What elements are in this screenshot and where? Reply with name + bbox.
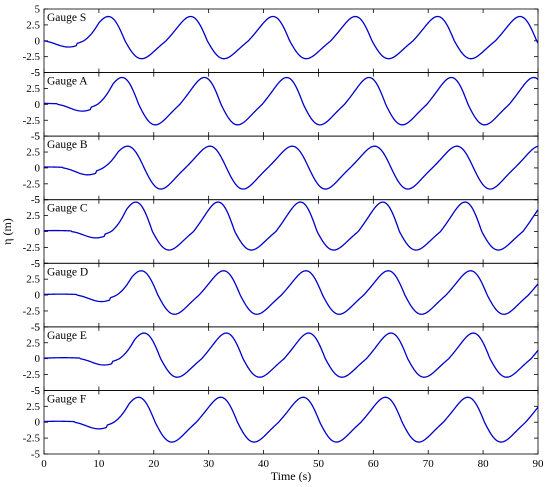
y-tick-label: 0	[35, 290, 41, 302]
x-axis: 0 10 20 30 40 50 60 70 80 90	[41, 458, 544, 470]
x-tick-label: 30	[203, 458, 215, 470]
gauge-label: Gauge C	[47, 203, 88, 215]
y-tick-label: 2.5	[26, 401, 40, 413]
gauge-label: Gauge S	[47, 12, 86, 24]
gauge-panel: -5 -2.5 0 2.5 5 Gauge E	[23, 321, 539, 397]
series-line	[43, 145, 539, 190]
y-tick-label: 5	[35, 67, 41, 79]
panel-frame	[43, 262, 539, 328]
y-tick-label: -5	[31, 385, 41, 397]
x-tick-label: 80	[478, 458, 490, 470]
y-tick-label: -2.5	[23, 242, 41, 254]
y-tick-label: 0	[35, 226, 41, 238]
panel-frame	[43, 8, 539, 73]
gauge-label: Gauge D	[47, 266, 88, 278]
x-tick-label: 0	[41, 458, 47, 470]
y-tick-label: 2.5	[26, 274, 40, 286]
y-tick-label: 5	[35, 321, 41, 333]
panels-group: -5 -2.5 0 2.5 5 Gauge S -5 -2.5 0 2.5 5 Gauge A -5 -2…	[23, 4, 539, 461]
series-line	[43, 76, 539, 126]
gauge-panel: -5 -2.5 0 2.5 5 Gauge B	[23, 131, 539, 206]
y-tick-label: 5	[35, 258, 41, 270]
panel-frame	[43, 72, 539, 137]
gauge-label: Gauge A	[47, 76, 88, 88]
y-axis-title: η (m)	[0, 218, 14, 245]
x-tick-label: 50	[313, 458, 325, 470]
x-tick-label: 90	[533, 458, 545, 470]
y-tick-label: -5	[31, 194, 41, 206]
x-tick-label: 60	[368, 458, 380, 470]
y-tick-label: -2.5	[23, 178, 41, 190]
y-tick-label: -2.5	[23, 433, 41, 445]
series-line	[43, 201, 539, 251]
y-tick-label: 5	[35, 131, 41, 143]
y-tick-label: 0	[35, 353, 41, 365]
x-tick-label: 40	[258, 458, 270, 470]
gauge-panel: -5 -2.5 0 2.5 5 Gauge C	[23, 194, 539, 270]
y-tick-label: 0	[35, 35, 41, 47]
y-tick-label: 5	[35, 385, 41, 397]
y-tick-label: 5	[35, 4, 41, 16]
y-tick-label: 2.5	[26, 337, 40, 349]
series-line	[43, 270, 539, 315]
panel-frame	[43, 390, 539, 455]
gauge-panel: -5 -2.5 0 2.5 5 Gauge D	[23, 258, 539, 333]
y-tick-label: 0	[35, 417, 41, 429]
y-tick-label: 2.5	[26, 19, 40, 31]
gauge-panel: -5 -2.5 0 2.5 5 Gauge F	[23, 385, 539, 461]
y-tick-label: -5	[31, 449, 41, 461]
y-tick-label: -2.5	[23, 51, 41, 63]
y-tick-label: -2.5	[23, 115, 41, 127]
x-tick-label: 70	[423, 458, 435, 470]
y-tick-label: 2.5	[26, 83, 40, 95]
y-tick-label: -5	[31, 258, 41, 270]
gauge-panel: -5 -2.5 0 2.5 5 Gauge S	[23, 4, 539, 79]
y-tick-label: -5	[31, 67, 41, 79]
series-line	[43, 15, 539, 60]
gauge-label: Gauge B	[47, 139, 88, 151]
y-tick-label: 2.5	[26, 210, 40, 222]
series-line	[43, 332, 539, 378]
gauge-label: Gauge E	[47, 330, 87, 342]
y-tick-label: -5	[31, 321, 41, 333]
x-tick-label: 20	[148, 458, 160, 470]
y-tick-label: -2.5	[23, 369, 41, 381]
gauge-panel: -5 -2.5 0 2.5 5 Gauge A	[23, 67, 539, 143]
y-tick-label: -5	[31, 131, 41, 143]
y-tick-label: 5	[35, 194, 41, 206]
y-tick-label: 2.5	[26, 147, 40, 159]
y-tick-label: 0	[35, 99, 41, 111]
y-tick-label: -2.5	[23, 305, 41, 317]
y-tick-label: 0	[35, 162, 41, 174]
x-axis-title: Time (s)	[271, 469, 312, 482]
x-tick-label: 10	[93, 458, 105, 470]
series-line	[43, 396, 539, 443]
gauge-label: Gauge F	[47, 393, 86, 405]
